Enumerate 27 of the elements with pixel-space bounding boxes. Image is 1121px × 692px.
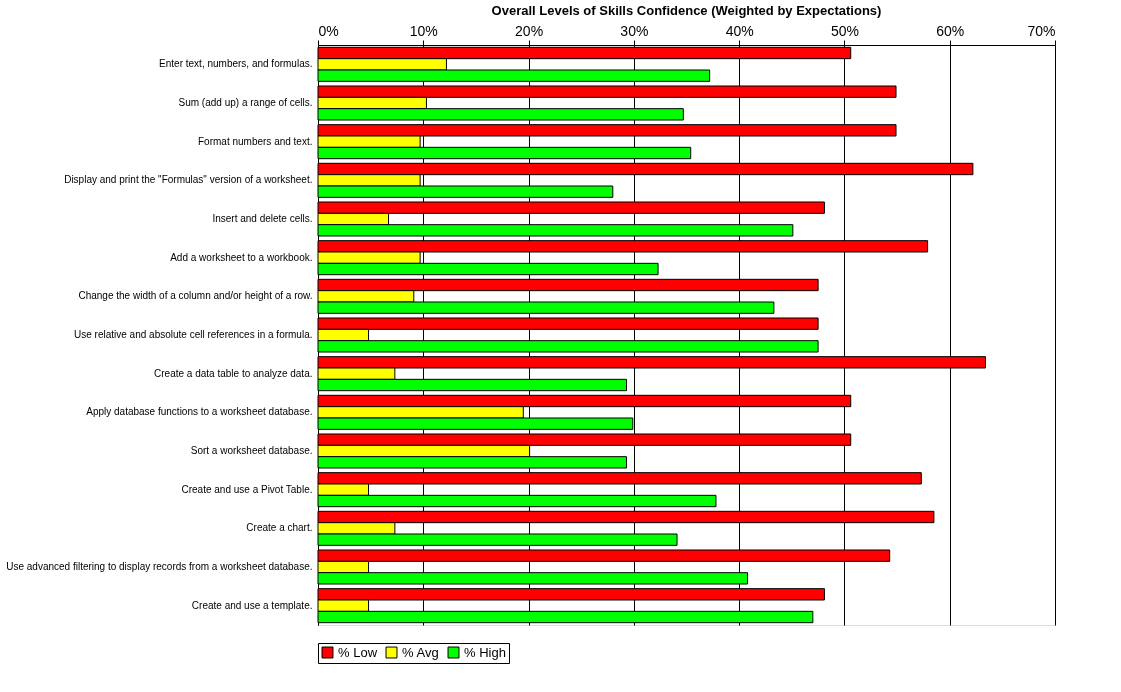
y-tick-label: Create and use a template. bbox=[191, 599, 313, 611]
y-tick-label: Enter text, numbers, and formulas. bbox=[159, 58, 313, 70]
legend-label: % Low bbox=[338, 644, 378, 660]
y-tick-label: Apply database functions to a worksheet database. bbox=[86, 406, 313, 418]
y-tick-label: Insert and delete cells. bbox=[212, 213, 313, 224]
y-tick-label: Change the width of a column and/or height of a row. bbox=[78, 290, 313, 302]
x-tick-label: 10% bbox=[409, 22, 438, 39]
y-tick-label: Display and print the "Formulas" version of a worksheet. bbox=[64, 174, 313, 186]
x-tick-label: 20% bbox=[515, 22, 544, 39]
y-tick-label: Create and use a Pivot Table. bbox=[181, 483, 313, 495]
legend-label: % Avg bbox=[402, 644, 439, 660]
x-tick-label: 60% bbox=[936, 22, 965, 39]
x-tick-label: 70% bbox=[1027, 22, 1056, 39]
y-tick-label: Create a chart. bbox=[246, 522, 313, 534]
legend-label: % High bbox=[464, 644, 506, 660]
y-tick-label: Create a data table to analyze data. bbox=[154, 367, 313, 379]
y-tick-label: Use advanced filtering to display records from a worksheet database. bbox=[6, 561, 313, 572]
y-tick-label: Use relative and absolute cell references in a formula. bbox=[74, 329, 313, 340]
y-tick-label: Format numbers and text. bbox=[198, 135, 313, 147]
x-tick-label: 0% bbox=[318, 22, 339, 39]
chart-title: Overall Levels of Skills Confidence (Weighted by Expectations) bbox=[491, 3, 882, 18]
x-tick-label: 50% bbox=[830, 22, 859, 39]
y-tick-label: Sum (add up) a range of cells. bbox=[178, 97, 313, 108]
y-tick-label: Sort a worksheet database. bbox=[190, 445, 313, 456]
y-tick-label: Add a worksheet to a workbook. bbox=[170, 251, 313, 263]
x-tick-label: 40% bbox=[725, 22, 754, 39]
x-tick-label: 30% bbox=[620, 22, 649, 39]
